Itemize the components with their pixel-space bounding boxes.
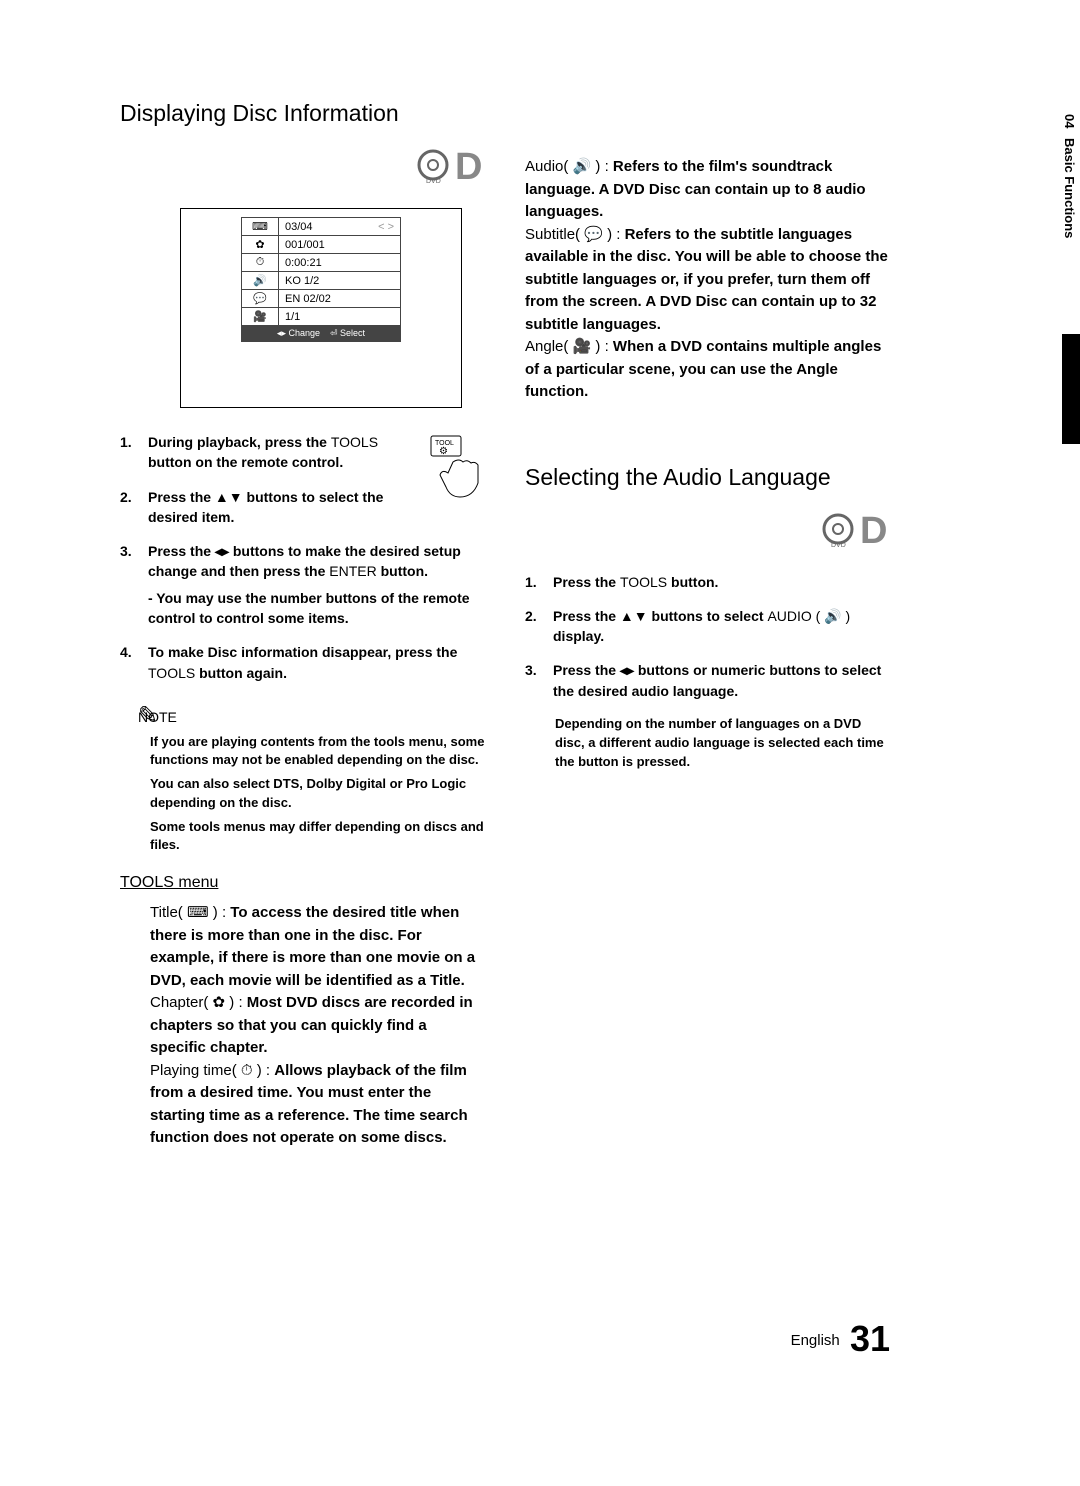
footer-lang: English	[791, 1332, 840, 1349]
right-column: Audio( 🔊 ) : Refers to the film's soundt…	[525, 100, 890, 1150]
rstep-3: Press the ◂▸ buttons or numeric buttons …	[525, 660, 890, 701]
svg-text:D: D	[455, 146, 482, 185]
title-icon: ⌨	[242, 218, 279, 236]
chapter-icon: ✿	[242, 236, 279, 254]
depending-note: Depending on the number of languages on …	[555, 715, 890, 772]
chapter-label: Basic Functions	[1062, 132, 1077, 334]
heading-disc-info: Displaying Disc Information	[120, 100, 485, 127]
osd-row-angle: 1/1	[279, 308, 401, 326]
step-2: Press the ▲▼ buttons to select the desir…	[120, 487, 485, 528]
def-angle: Angle( 🎥 ) : When a DVD contains multipl…	[525, 336, 890, 404]
time-icon: ⏱	[242, 254, 279, 272]
dvd-badge-row-2: DVD D	[525, 509, 890, 554]
step-1: During playback, press the TOOLS button …	[120, 432, 485, 473]
svg-text:DVD: DVD	[831, 542, 846, 549]
def-audio: Audio( 🔊 ) : Refers to the film's soundt…	[525, 156, 890, 224]
note-3: Some tools menus may differ depending on…	[150, 818, 485, 854]
dvd-d-icon: DVD D	[820, 509, 890, 549]
side-tab: 04 Basic Functions	[1062, 110, 1080, 470]
note-heading: ✎ NOTE	[138, 709, 485, 725]
rstep-1: Press the TOOLS button.	[525, 572, 890, 592]
subtitle-icon: 💬	[242, 290, 279, 308]
chapter-number: 04	[1062, 110, 1077, 132]
audio-icon: 🔊	[242, 272, 279, 290]
def-subtitle: Subtitle( 💬 ) : Refers to the subtitle l…	[525, 224, 890, 337]
angle-icon: 🎥	[242, 308, 279, 326]
osd-footer: ◂▸ Change ⏎ Select	[242, 326, 401, 342]
side-tab-marker	[1062, 334, 1080, 444]
def-playing-time: Playing time( ⏱ ) : Allows playback of t…	[150, 1060, 485, 1150]
osd-row-title: < > 03/04	[279, 218, 401, 236]
osd-row-audio: KO 1/2	[279, 272, 401, 290]
osd-row-chapter: 001/001	[279, 236, 401, 254]
note-2: You can also select DTS, Dolby Digital o…	[150, 775, 485, 811]
steps-right: Press the TOOLS button. Press the ▲▼ but…	[525, 572, 890, 701]
step-4: To make Disc information disappear, pres…	[120, 642, 485, 683]
osd-row-subtitle: EN 02/02	[279, 290, 401, 308]
svg-text:D: D	[860, 510, 887, 549]
svg-text:DVD: DVD	[426, 178, 441, 185]
dvd-d-icon: DVD D	[415, 145, 485, 185]
dvd-badge-row: DVD D	[120, 145, 485, 190]
step-3: Press the ◂▸ buttons to make the desired…	[120, 541, 485, 628]
note-list: If you are playing contents from the too…	[120, 733, 485, 854]
def-chapter: Chapter( ✿ ) : Most DVD discs are record…	[150, 992, 485, 1060]
osd-row-time: 0:00:21	[279, 254, 401, 272]
tools-menu-heading: TOOLS menu	[120, 874, 485, 892]
steps-left: During playback, press the TOOLS button …	[120, 432, 485, 683]
rstep-2: Press the ▲▼ buttons to select AUDIO ( 🔊…	[525, 606, 890, 647]
osd-screenshot: ⌨ < > 03/04 ✿ 001/001 ⏱ 0:00:21 🔊 KO 1/2…	[180, 208, 462, 408]
page-footer: English 31	[791, 1318, 890, 1360]
note-1: If you are playing contents from the too…	[150, 733, 485, 769]
def-title: Title( ⌨ ) : To access the desired title…	[150, 902, 485, 992]
page-content: Displaying Disc Information DVD D ⌨ < > …	[120, 100, 890, 1360]
page-number: 31	[850, 1318, 890, 1359]
left-column: Displaying Disc Information DVD D ⌨ < > …	[120, 100, 485, 1150]
heading-audio-lang: Selecting the Audio Language	[525, 464, 890, 491]
